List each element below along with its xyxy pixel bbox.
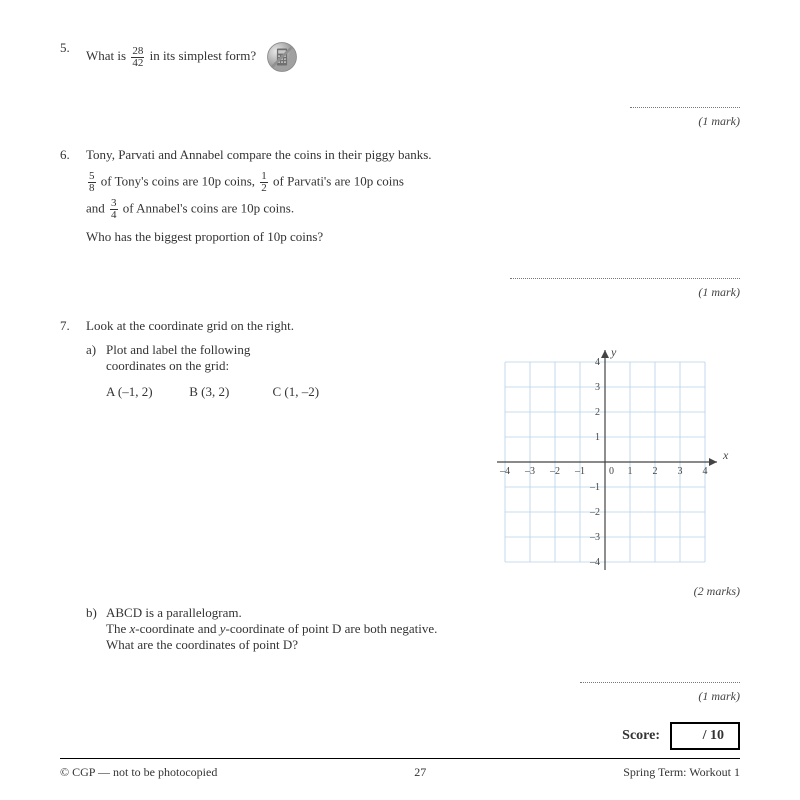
score-row: Score: / 10 (60, 722, 740, 750)
q6-line4: Who has the biggest proportion of 10p co… (86, 229, 740, 245)
q6-part2b: of Parvati's are 10p coins (273, 173, 404, 188)
q6-number: 6. (60, 147, 86, 163)
svg-text:–2: –2 (589, 507, 600, 518)
footer-left: © CGP — not to be photocopied (60, 765, 217, 780)
q5-text-after: in its simplest form? (150, 48, 257, 63)
footer-center: 27 (414, 765, 426, 780)
q7-point-b: B (3, 2) (189, 384, 269, 400)
svg-text:–4: –4 (589, 557, 600, 568)
coordinate-grid[interactable]: –4 –3 –2 –1 0 1 2 3 4 –4 –3 –2 –1 1 2 3 4 x y (480, 350, 740, 580)
svg-text:3: 3 (595, 382, 600, 393)
q5-answer-line[interactable] (630, 104, 740, 108)
q6-part3b: of Annabel's coins are 10p coins. (123, 200, 294, 215)
svg-text:–3: –3 (524, 466, 535, 477)
q5-marks: (1 mark) (60, 114, 740, 129)
q7a-line2: coordinates on the grid: (106, 358, 353, 374)
q7-point-a: A (–1, 2) (106, 384, 186, 400)
svg-text:–1: –1 (589, 482, 600, 493)
q7-number: 7. (60, 318, 86, 334)
q7b-line2: The x-coordinate and y-coordinate of poi… (106, 621, 437, 637)
svg-text:3: 3 (678, 466, 683, 477)
q7-intro: Look at the coordinate grid on the right… (86, 318, 740, 334)
svg-text:y: y (610, 350, 617, 359)
svg-text:–3: –3 (589, 532, 600, 543)
svg-text:–1: –1 (574, 466, 585, 477)
q6-line2: 5 8 of Tony's coins are 10p coins, 1 2 o… (86, 171, 740, 194)
q6-line1: Tony, Parvati and Annabel compare the co… (86, 147, 740, 163)
svg-text:–2: –2 (549, 466, 560, 477)
no-calculator-icon (265, 40, 299, 74)
q5-frac-num: 28 (131, 46, 144, 58)
q6-part2a: of Tony's coins are 10p coins, (101, 173, 259, 188)
q7b-line3: What are the coordinates of point D? (106, 637, 437, 653)
page-footer: © CGP — not to be photocopied 27 Spring … (60, 758, 740, 780)
q7a-marks: (2 marks) (60, 584, 740, 599)
q6-frac1: 5 8 (88, 171, 96, 194)
question-5: 5. What is 28 42 in its simplest form? (60, 40, 740, 129)
q5-fraction: 28 42 (131, 46, 144, 69)
question-6: 6. Tony, Parvati and Annabel compare the… (60, 147, 740, 300)
score-label: Score: (622, 728, 660, 744)
q6-f2-den: 2 (260, 183, 268, 194)
q6-answer-line[interactable] (510, 275, 740, 279)
q6-frac2: 1 2 (260, 171, 268, 194)
svg-text:–4: –4 (499, 466, 510, 477)
q5-frac-den: 42 (131, 58, 144, 69)
footer-right: Spring Term: Workout 1 (623, 765, 740, 780)
q7a-line1: Plot and label the following (106, 342, 353, 358)
q5-body: What is 28 42 in its simplest form? (86, 40, 740, 74)
svg-text:2: 2 (653, 466, 658, 477)
question-7: 7. Look at the coordinate grid on the ri… (60, 318, 740, 704)
q7b-line2b: -coordinate and (135, 621, 219, 636)
q7b-line2a: The (106, 621, 129, 636)
q6-frac3: 3 4 (110, 198, 118, 221)
q5-text-before: What is (86, 48, 129, 63)
q6-part3a: and (86, 200, 108, 215)
svg-text:2: 2 (595, 407, 600, 418)
svg-text:1: 1 (595, 432, 600, 443)
q7b-line1: ABCD is a parallelogram. (106, 605, 437, 621)
q6-f3-den: 4 (110, 210, 118, 221)
q5-number: 5. (60, 40, 86, 56)
score-box[interactable]: / 10 (670, 722, 740, 750)
svg-text:x: x (722, 448, 729, 462)
q7b-answer-line[interactable] (580, 679, 740, 683)
q7b-line2c: -coordinate of point D are both negative… (226, 621, 438, 636)
q7a-letter: a) (86, 342, 106, 400)
q6-f1-den: 8 (88, 183, 96, 194)
svg-text:0: 0 (609, 466, 614, 477)
q7b-marks: (1 mark) (60, 689, 740, 704)
svg-text:4: 4 (703, 466, 708, 477)
q6-marks: (1 mark) (60, 285, 740, 300)
q6-line3: and 3 4 of Annabel's coins are 10p coins… (86, 198, 740, 221)
q7-point-c: C (1, –2) (273, 384, 353, 400)
svg-text:1: 1 (628, 466, 633, 477)
svg-text:4: 4 (595, 357, 600, 368)
q7b-letter: b) (86, 605, 106, 653)
